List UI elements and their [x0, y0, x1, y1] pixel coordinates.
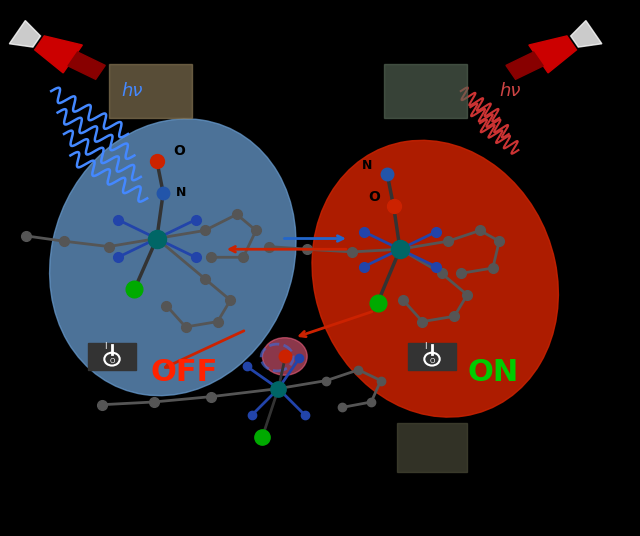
Polygon shape — [529, 36, 577, 73]
Text: N: N — [362, 159, 372, 172]
Polygon shape — [68, 52, 105, 79]
Text: OFF: OFF — [150, 358, 218, 387]
Text: ON: ON — [467, 358, 518, 387]
Text: O: O — [109, 358, 115, 364]
Polygon shape — [35, 36, 83, 73]
Bar — [109, 64, 192, 118]
Bar — [408, 343, 456, 370]
Circle shape — [262, 338, 307, 375]
Ellipse shape — [312, 140, 558, 417]
Text: I: I — [104, 343, 107, 351]
Polygon shape — [506, 52, 543, 79]
Ellipse shape — [50, 119, 296, 396]
Polygon shape — [10, 20, 40, 47]
Text: N: N — [176, 187, 186, 199]
Text: O: O — [368, 190, 380, 204]
Bar — [397, 423, 467, 472]
Polygon shape — [571, 20, 602, 47]
Text: hν: hν — [499, 83, 520, 100]
Text: hν: hν — [122, 83, 143, 100]
Bar — [384, 64, 467, 118]
Bar — [88, 343, 136, 370]
Text: I: I — [424, 343, 427, 351]
Text: O: O — [429, 358, 435, 364]
Text: O: O — [173, 144, 185, 159]
